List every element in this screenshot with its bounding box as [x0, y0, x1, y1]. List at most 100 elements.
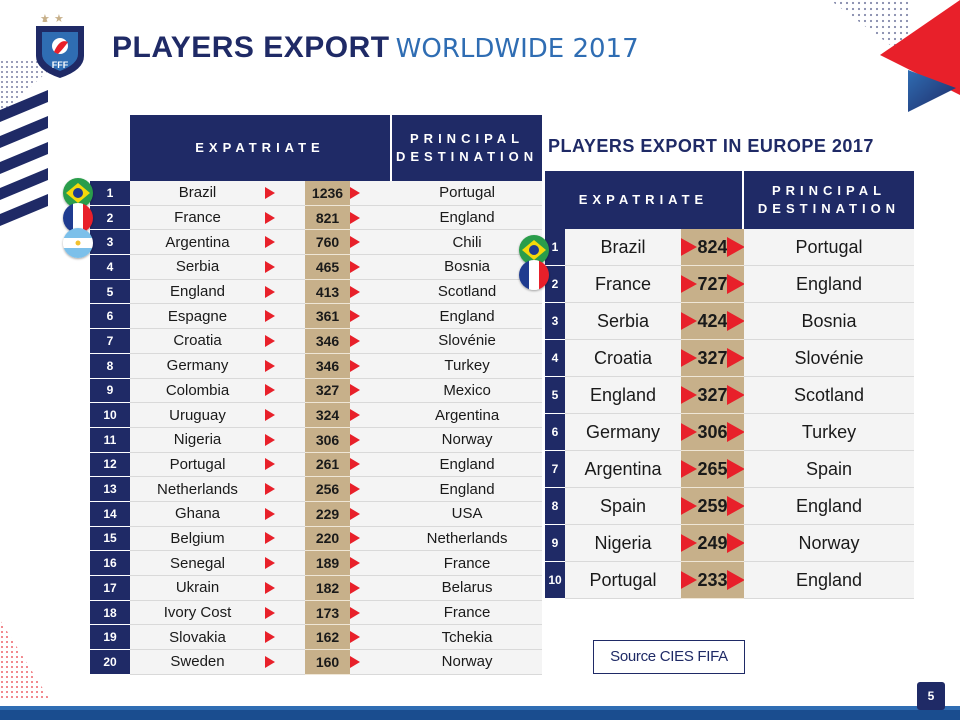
rank-cell: 17 — [90, 576, 130, 601]
country-cell: Belgium — [130, 526, 265, 552]
rank-cell: 7 — [545, 451, 565, 488]
arrow-cell — [350, 255, 392, 280]
count-cell: 265 — [681, 451, 744, 488]
destination-cell: USA — [392, 501, 543, 527]
red-arrow-icon — [350, 310, 360, 323]
destination-cell: France — [392, 600, 543, 626]
count-cell: 465 — [305, 255, 350, 280]
svg-text:★: ★ — [54, 12, 64, 25]
destination-cell: Norway — [392, 650, 543, 675]
arrow-cell — [350, 526, 392, 552]
count-value: 327 — [697, 347, 728, 368]
red-arrow-icon — [265, 606, 275, 619]
country-cell: Brazil — [130, 181, 265, 206]
count-cell: 327 — [681, 377, 744, 414]
arrow-cell — [265, 551, 305, 576]
rank-cell: 14 — [90, 501, 130, 527]
count-cell: 173 — [305, 600, 350, 626]
country-cell: Nigeria — [130, 427, 265, 453]
rank-cell: 2 — [90, 205, 130, 231]
destination-cell: Bosnia — [392, 255, 543, 280]
red-arrow-icon — [350, 483, 360, 496]
red-arrow-icon — [265, 433, 275, 446]
count-value: 249 — [697, 532, 728, 553]
red-arrow-icon — [681, 570, 697, 590]
table-row: 2 France 727 England — [545, 266, 914, 303]
table-row: 17 Ukrain 182 Belarus — [90, 576, 543, 601]
count-cell: 182 — [305, 576, 350, 601]
red-arrow-icon — [350, 236, 360, 249]
country-cell: Sweden — [130, 650, 265, 675]
rank-cell: 15 — [90, 526, 130, 552]
destination-cell: Portugal — [392, 181, 543, 206]
arrow-cell — [265, 329, 305, 354]
rank-cell: 2 — [545, 266, 565, 303]
count-cell: 346 — [305, 329, 350, 354]
arrow-cell — [350, 600, 392, 626]
arrow-cell — [265, 181, 305, 206]
arrow-cell — [350, 477, 392, 502]
table-row: 19 Slovakia 162 Tchekia — [90, 625, 543, 651]
arrow-cell — [265, 304, 305, 330]
arrow-cell — [350, 230, 392, 256]
red-arrow-icon — [265, 458, 275, 471]
table-row: 1 Brazil 1236 Portugal — [90, 181, 543, 206]
rank-cell: 4 — [545, 340, 565, 377]
red-arrow-icon — [265, 655, 275, 668]
country-cell: Netherlands — [130, 477, 265, 502]
red-arrow-icon — [727, 459, 744, 479]
country-cell: England — [565, 377, 681, 414]
destination-cell: Norway — [392, 427, 543, 453]
count-cell: 1236 — [305, 181, 350, 206]
count-cell: 160 — [305, 650, 350, 675]
red-arrow-icon — [350, 655, 360, 668]
arrow-cell — [265, 205, 305, 231]
arrow-cell — [350, 181, 392, 206]
arrow-cell — [350, 205, 392, 231]
country-cell: Serbia — [565, 303, 681, 340]
red-arrow-icon — [350, 581, 360, 594]
red-arrow-icon — [350, 186, 360, 199]
rank-cell: 18 — [90, 600, 130, 626]
table-row: 13 Netherlands 256 England — [90, 477, 543, 502]
country-cell: Argentina — [130, 230, 265, 256]
svg-text:★: ★ — [40, 12, 50, 25]
arrow-cell — [265, 650, 305, 675]
count-cell: 760 — [305, 230, 350, 256]
country-cell: Croatia — [565, 340, 681, 377]
count-cell: 189 — [305, 551, 350, 576]
rank-cell: 8 — [90, 353, 130, 379]
rank-cell: 10 — [545, 562, 565, 599]
decorative-stripes-left — [0, 60, 60, 226]
red-arrow-icon — [265, 581, 275, 594]
country-cell: England — [130, 279, 265, 305]
count-value: 824 — [697, 236, 728, 257]
destination-cell: Chili — [392, 230, 543, 256]
corner-cell — [90, 115, 130, 181]
count-cell: 256 — [305, 477, 350, 502]
table-row: 7 Argentina 265 Spain — [545, 451, 914, 488]
arrow-cell — [265, 600, 305, 626]
col-header-destination: PRINCIPAL DESTINATION — [392, 115, 543, 181]
table-row: 4 Croatia 327 Slovénie — [545, 340, 914, 377]
table-row: 4 Serbia 465 Bosnia — [90, 255, 543, 280]
arrow-cell — [350, 353, 392, 379]
table-row: 10 Uruguay 324 Argentina — [90, 403, 543, 428]
destination-cell: England — [392, 304, 543, 330]
country-cell: Croatia — [130, 329, 265, 354]
red-arrow-icon — [265, 507, 275, 520]
table-row: 9 Nigeria 249 Norway — [545, 525, 914, 562]
arrow-cell — [350, 403, 392, 428]
destination-cell: Bosnia — [744, 303, 914, 340]
red-arrow-icon — [265, 409, 275, 422]
table-row: 5 England 327 Scotland — [545, 377, 914, 414]
count-cell: 824 — [681, 229, 744, 266]
page-number: 5 — [917, 682, 945, 710]
country-cell: Ivory Cost — [130, 600, 265, 626]
arrow-cell — [350, 279, 392, 305]
count-cell: 259 — [681, 488, 744, 525]
table-row: 7 Croatia 346 Slovénie — [90, 329, 543, 354]
table-row: 16 Senegal 189 France — [90, 551, 543, 576]
table-row: 8 Spain 259 England — [545, 488, 914, 525]
france-flag-icon — [519, 260, 549, 290]
